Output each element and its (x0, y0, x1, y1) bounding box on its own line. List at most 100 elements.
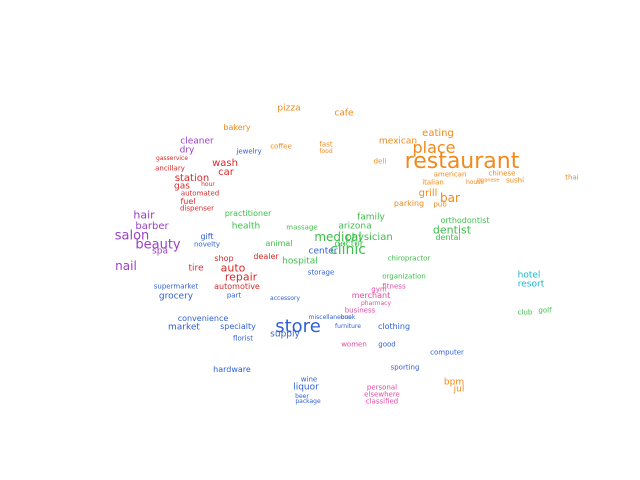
word-practitioner: practitioner (224, 209, 272, 218)
word-supermarket: supermarket (153, 282, 199, 291)
word-pub: pub (433, 200, 447, 209)
word-novelty: novelty (193, 240, 221, 249)
word-beer: beer (295, 393, 309, 400)
word-house: house (465, 179, 485, 186)
word-clinic: clinic (330, 242, 366, 258)
word-japanese: japanese (476, 177, 500, 184)
word-dental: dental (435, 233, 461, 242)
word-health: health (231, 221, 261, 232)
word-dry: dry (179, 145, 195, 156)
word-mexican: mexican (378, 136, 418, 147)
word-coffee: coffee (270, 142, 292, 151)
word-orthodontist: orthodontist (440, 216, 490, 225)
word-market: market (168, 322, 200, 333)
word-gas: gas (174, 181, 190, 192)
word-automotive: automotive (214, 282, 260, 291)
word-barber: barber (135, 221, 169, 232)
word-repair: repair (224, 270, 258, 284)
word-thai: thai (565, 173, 579, 182)
word-specialty: specialty (220, 322, 256, 331)
word-florist: florist (233, 334, 253, 343)
word-business: business (344, 306, 376, 315)
word-miscellaneous: miscellaneous (308, 314, 352, 321)
word-gasservice: gasservice (155, 155, 189, 162)
word-cafe: cafe (334, 108, 354, 119)
word-jewelry: jewelry (236, 147, 262, 156)
word-computer: computer (430, 348, 464, 357)
word-station: station (174, 173, 210, 184)
word-classified: classified (365, 397, 399, 406)
word-bakery: bakery (223, 123, 251, 132)
word-american: american (433, 170, 467, 179)
word-ancillary: ancillary (155, 164, 185, 173)
word-italian: italian (422, 178, 444, 187)
word-deli: deli (373, 157, 387, 166)
word-convenience: convenience (177, 314, 229, 323)
word-sushi: sushi (505, 176, 525, 185)
word-center: center (308, 246, 338, 257)
word-wash: wash (212, 158, 238, 169)
word-auto: auto (220, 261, 246, 275)
word-wine: wine (300, 375, 318, 384)
word-golf: golf (538, 306, 552, 315)
word-hour: hour (201, 181, 215, 188)
word-nail: nail (115, 259, 137, 273)
word-personal: personal (366, 383, 398, 392)
word-bpm: bpm (443, 377, 465, 388)
word-grocery: grocery (158, 291, 194, 302)
word-fuel: fuel (180, 197, 196, 206)
word-supply: supply (270, 329, 300, 340)
word-automated: automated (180, 189, 220, 198)
word-physician: physician (345, 232, 393, 243)
word-grill: grill (418, 188, 438, 199)
word-part: part (226, 291, 242, 300)
word-gift: gift (200, 232, 214, 241)
word-bar: bar (440, 191, 460, 205)
word-family: family (357, 212, 385, 223)
word-women: women (341, 340, 367, 349)
word-food: food (319, 148, 333, 155)
word-dentist: dentist (432, 223, 472, 237)
word-shop: shop (214, 254, 234, 263)
word-hair: hair (133, 208, 155, 222)
word-cleaner: cleaner (180, 136, 214, 147)
word-pizza: pizza (277, 103, 301, 114)
word-doctor: doctor (334, 239, 364, 250)
word-hospital: hospital (282, 256, 318, 267)
word-gym: gym (371, 285, 387, 294)
word-tire: tire (188, 263, 204, 274)
word-spa: spa (152, 246, 168, 257)
word-store: store (275, 316, 321, 337)
word-eating: eating (422, 128, 454, 139)
word-place: place (412, 138, 456, 157)
word-book: book (340, 314, 356, 321)
word-package: package (295, 398, 321, 405)
word-parking: parking (393, 199, 425, 208)
word-medical: medical (314, 230, 362, 244)
word-fitness: fitness (382, 282, 406, 291)
word-clothing: clothing (377, 322, 411, 331)
word-elsewhere: elsewhere (364, 390, 400, 399)
word-arizona: arizona (338, 221, 372, 232)
word-accessory: accessory (270, 295, 300, 302)
word-resort: resort (517, 279, 545, 290)
word-pharmacy: pharmacy (360, 300, 392, 307)
word-organization: organization (382, 272, 426, 281)
word-hotel: hotel (517, 270, 541, 281)
word-dispenser: dispenser (179, 204, 215, 213)
word-storage: storage (307, 268, 335, 277)
word-liquor: liquor (293, 382, 319, 393)
word-sporting: sporting (390, 363, 420, 372)
word-dealer: dealer (253, 252, 279, 261)
word-animal: animal (265, 239, 293, 248)
word-massage: massage (286, 223, 318, 232)
word-car: car (218, 167, 234, 178)
word-chinese: chinese (488, 169, 516, 178)
word-furniture: furniture (335, 323, 361, 330)
word-chiropractor: chiropractor (387, 254, 431, 263)
word-salon: salon (114, 228, 150, 244)
word-hardware: hardware (213, 365, 251, 374)
word-restaurant: restaurant (404, 149, 520, 174)
word-merchant: merchant (351, 291, 391, 300)
